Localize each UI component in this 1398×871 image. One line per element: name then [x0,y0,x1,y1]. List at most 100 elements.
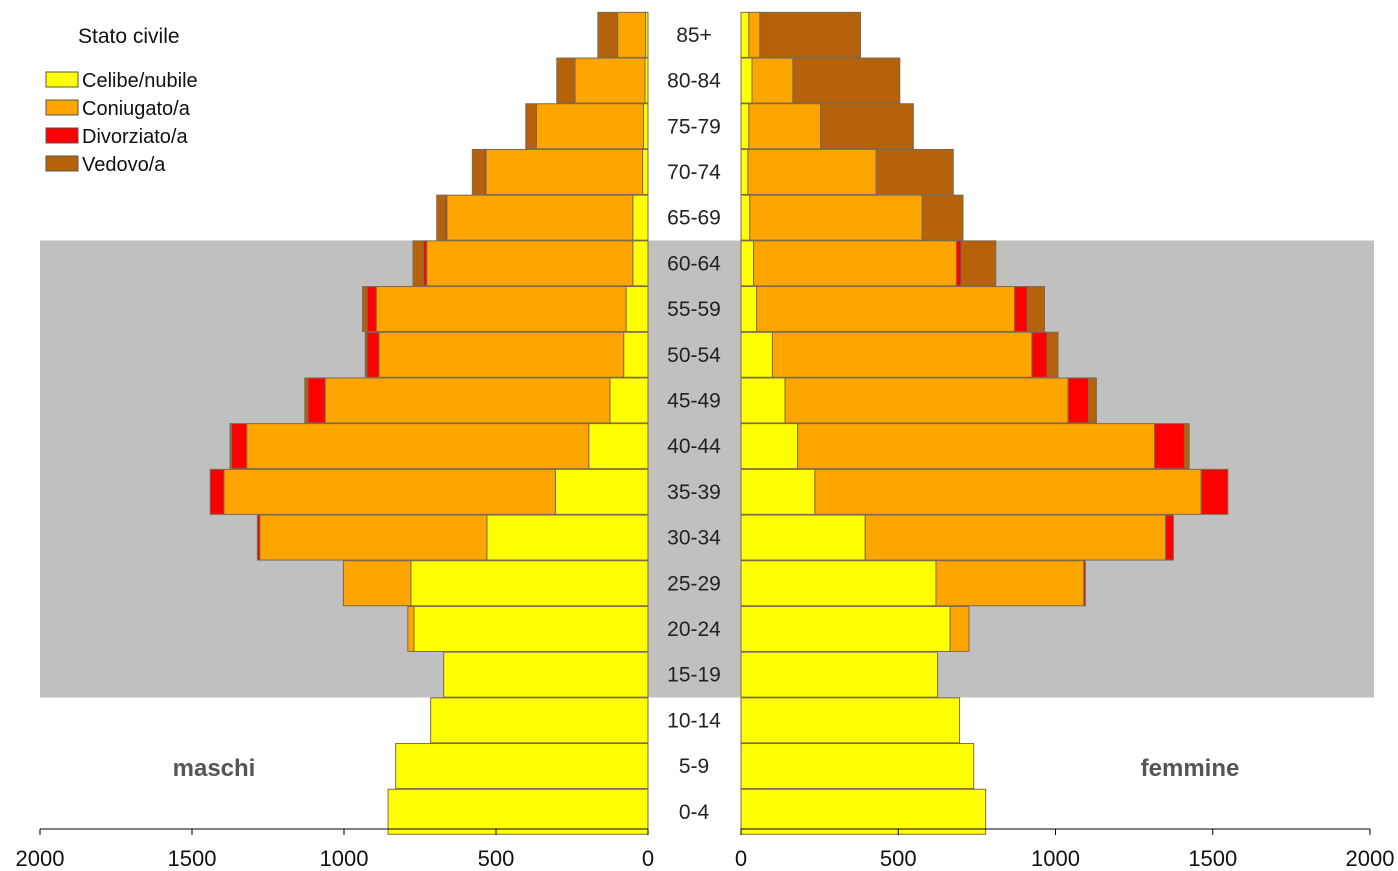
legend-swatch-vedovo-a [45,155,79,172]
bar-maschi-45-49-celibe-nubile [609,377,649,424]
bar-maschi-50-54-coniugato-a [378,331,625,378]
bar-femmine-30-34-divorziato-a [1165,514,1174,561]
bar-femmine-15-19-celibe-nubile [740,651,939,698]
legend-swatch-celibe-nubile [45,71,79,88]
tick-label-left-1000: 1000 [320,846,369,871]
bar-maschi-25-29-celibe-nubile [410,560,649,607]
bar-maschi-65-69-vedovo-a [436,194,446,241]
legend: Stato civile Celibe/nubile Coniugato/a Div… [45,25,198,176]
bar-maschi-80-84-vedovo-a [556,57,576,104]
chart-axes: 2000 1500 1000 500 0 0 500 1000 1500 2000 [16,828,1394,871]
bar-maschi-70-74-coniugato-a [485,148,644,195]
bar-maschi-70-74-vedovo-a [471,148,485,195]
bar-maschi-75-79-celibe-nubile [642,103,649,150]
bar-femmine-65-69-vedovo-a [921,194,964,241]
bar-maschi-45-49-divorziato-a [307,377,326,424]
bar-maschi-20-24-celibe-nubile [413,605,649,652]
age-label-35-39: 35-39 [667,481,721,504]
bar-femmine-70-74-coniugato-a [747,148,877,195]
bar-maschi-65-69-celibe-nubile [632,194,649,241]
bar-femmine-25-29-divorziato-a [1083,560,1086,607]
bar-maschi-50-54-vedovo-a [364,331,368,378]
bar-maschi-80-84-coniugato-a [574,57,646,104]
age-label-75-79: 75-79 [667,115,721,138]
bar-maschi-55-59-vedovo-a [362,286,368,333]
right-side-label: femmine [1141,755,1240,782]
bar-femmine-70-74-celibe-nubile [740,148,749,195]
bar-femmine-50-54-celibe-nubile [740,331,773,378]
bar-maschi-60-64-celibe-nubile [632,240,649,287]
bar-femmine-45-49-celibe-nubile [740,377,786,424]
bar-maschi-65-69-coniugato-a [446,194,634,241]
bar-maschi-75-79-vedovo-a [525,103,537,150]
legend-title: Stato civile [78,25,180,48]
bar-femmine-50-54-coniugato-a [771,331,1033,378]
bar-maschi-45-49-coniugato-a [324,377,611,424]
bar-femmine-40-44-vedovo-a [1183,423,1190,470]
tick-label-left-1500: 1500 [168,846,217,871]
legend-label-coniugato-a: Coniugato/a [82,98,191,120]
bar-maschi-45-49-vedovo-a [304,377,309,424]
bar-femmine-75-79-vedovo-a [820,103,914,150]
age-label-80-84: 80-84 [667,70,721,93]
bar-femmine-35-39-coniugato-a [814,468,1202,515]
bar-femmine-60-64-divorziato-a [955,240,962,287]
tick-label-left-500: 500 [478,846,515,871]
age-label-55-59: 55-59 [667,298,721,321]
age-label-15-19: 15-19 [667,664,721,687]
bar-maschi-60-64-coniugato-a [426,240,634,287]
tick-label-right-0: 0 [735,846,747,871]
age-label-50-54: 50-54 [667,344,721,367]
bar-maschi-20-24-coniugato-a [407,605,415,652]
tick-label-left-2000: 2000 [16,846,65,871]
legend-label-celibe-nubile: Celibe/nubile [82,70,198,92]
legend-label-vedovo-a: Vedovo/a [82,154,166,176]
bar-maschi-30-34-celibe-nubile [486,514,649,561]
bar-femmine-40-44-celibe-nubile [740,423,799,470]
bar-femmine-25-29-celibe-nubile [740,560,937,607]
bar-femmine-70-74-vedovo-a [875,148,954,195]
bar-maschi-40-44-celibe-nubile [588,423,649,470]
bar-maschi-50-54-celibe-nubile [623,331,649,378]
bar-maschi-40-44-vedovo-a [229,423,233,470]
bar-femmine-20-24-coniugato-a [949,605,970,652]
bar-femmine-85-celibe-nubile [740,11,750,58]
bar-femmine-5-9-celibe-nubile [740,743,975,790]
bar-femmine-35-39-divorziato-a [1200,468,1229,515]
age-label-25-29: 25-29 [667,572,721,595]
chart-marks: 0-4 5-9 10-14 15-19 20-24 25-29 30-34 35-39 40-4… [209,11,1229,835]
bar-maschi-40-44-coniugato-a [246,423,590,470]
bar-femmine-85-vedovo-a [759,11,862,58]
bar-maschi-35-39-coniugato-a [223,468,556,515]
legend-swatch-coniugato-a [45,99,79,116]
age-label-5-9: 5-9 [679,755,709,778]
bar-maschi-30-34-coniugato-a [259,514,488,561]
bar-maschi-10-14-celibe-nubile [430,697,649,744]
bar-femmine-50-54-divorziato-a [1031,331,1048,378]
age-label-85: 85+ [676,24,712,47]
bar-maschi-60-64-vedovo-a [412,240,425,287]
bar-femmine-75-79-coniugato-a [748,103,822,150]
bar-maschi-5-9-celibe-nubile [395,743,649,790]
age-label-30-34: 30-34 [667,527,721,550]
age-label-20-24: 20-24 [667,618,721,641]
tick-label-right-1500: 1500 [1188,846,1237,871]
bar-maschi-50-54-divorziato-a [366,331,380,378]
bar-femmine-60-64-vedovo-a [960,240,997,287]
bar-femmine-45-49-coniugato-a [784,377,1069,424]
bar-femmine-45-49-divorziato-a [1067,377,1090,424]
bar-femmine-30-34-coniugato-a [864,514,1167,561]
bar-femmine-80-84-coniugato-a [751,57,794,104]
bar-femmine-40-44-coniugato-a [797,423,1156,470]
age-label-40-44: 40-44 [667,435,721,458]
bar-maschi-55-59-celibe-nubile [625,286,649,333]
bar-maschi-40-44-divorziato-a [231,423,248,470]
bar-femmine-55-59-vedovo-a [1026,286,1045,333]
age-label-65-69: 65-69 [667,207,721,230]
bar-maschi-85-coniugato-a [617,11,647,58]
bar-femmine-0-4-celibe-nubile [740,788,987,835]
bar-maschi-35-39-divorziato-a [209,468,225,515]
bar-femmine-40-44-divorziato-a [1154,423,1185,470]
age-label-45-49: 45-49 [667,389,721,412]
tick-label-left-0: 0 [642,846,654,871]
